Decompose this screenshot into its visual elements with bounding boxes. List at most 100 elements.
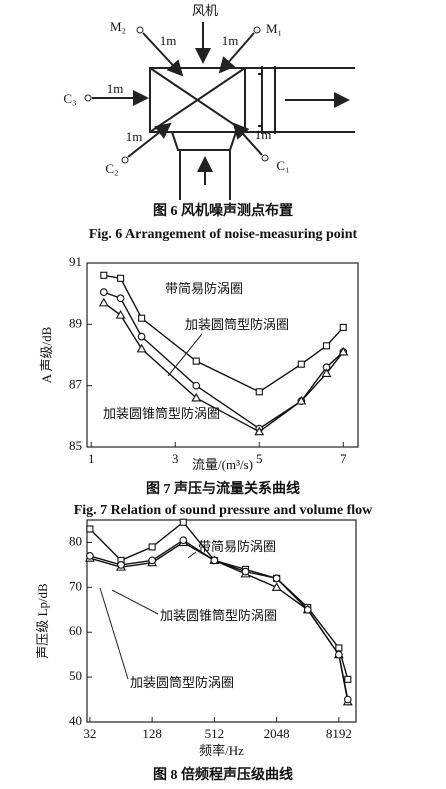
point-label: M₁ xyxy=(266,21,282,36)
measure-line xyxy=(232,122,263,156)
marker xyxy=(148,543,156,551)
y-tick-label: 91 xyxy=(69,254,82,269)
annotation-leader xyxy=(99,587,129,680)
marker xyxy=(192,381,201,390)
marker xyxy=(117,274,125,282)
marker xyxy=(179,518,187,526)
series-line xyxy=(89,539,349,700)
caption: 图 8 倍频程声压级曲线 xyxy=(153,766,293,783)
x-tick-label: 1 xyxy=(88,451,95,466)
marker xyxy=(255,388,263,396)
distance-label: 1m xyxy=(160,33,177,48)
plot-frame xyxy=(86,519,357,723)
y-axis-label: A 声级/dB xyxy=(39,326,54,383)
marker xyxy=(86,552,94,560)
marker xyxy=(192,357,200,365)
series-line xyxy=(103,274,344,393)
marker xyxy=(115,310,126,319)
plot-frame xyxy=(86,262,359,448)
point xyxy=(84,94,92,102)
x-tick-label: 128 xyxy=(142,726,162,741)
marker xyxy=(272,574,281,583)
series-label: 加装圆锥筒型防涡圈 xyxy=(103,406,220,421)
y-tick-label: 60 xyxy=(69,623,82,638)
point xyxy=(136,26,144,34)
distance-label: 1m xyxy=(107,81,124,96)
annotation-leader xyxy=(111,589,159,615)
y-tick-label: 40 xyxy=(69,713,82,728)
point-label: M₂ xyxy=(110,19,126,34)
point xyxy=(121,156,129,164)
marker xyxy=(344,675,352,683)
y-tick-label: 80 xyxy=(69,533,82,548)
distance-label: 1m xyxy=(126,129,143,144)
x-tick-label: 5 xyxy=(256,451,263,466)
y-tick-label: 50 xyxy=(69,668,82,683)
series-label: 加装圆筒型防涡圈 xyxy=(185,317,289,332)
x-axis-label: 流量/(m³/s) xyxy=(192,457,253,472)
caption-en: Fig. 6 Arrangement of noise-measuring po… xyxy=(89,227,358,242)
marker xyxy=(321,368,332,377)
marker xyxy=(100,271,108,279)
y-tick-label: 85 xyxy=(69,438,82,453)
marker xyxy=(210,556,219,565)
x-tick-label: 8192 xyxy=(326,726,352,741)
series-label: 加装圆筒型防涡圈 xyxy=(130,675,234,690)
marker xyxy=(303,605,312,614)
series-label: 带简易防涡圈 xyxy=(198,539,276,554)
point-label: C₁ xyxy=(276,158,289,173)
marker xyxy=(343,695,352,704)
series-line xyxy=(103,302,344,433)
y-tick-label: 89 xyxy=(69,315,82,330)
marker xyxy=(116,294,125,303)
series-label: 带简易防涡圈 xyxy=(165,281,243,296)
marker xyxy=(339,323,347,331)
caption: 图 7 声压与流量关系曲线 xyxy=(146,480,300,497)
distance-label: 1m xyxy=(255,127,272,142)
y-tick-label: 70 xyxy=(69,578,82,593)
series-label: 加装圆锥筒型防涡圈 xyxy=(160,608,277,623)
marker xyxy=(241,567,250,576)
caption: 图 6 风机噪声测点布置 xyxy=(153,202,293,219)
marker xyxy=(136,343,147,353)
marker xyxy=(138,314,146,322)
x-tick-label: 32 xyxy=(83,726,96,741)
marker xyxy=(117,561,125,569)
marker xyxy=(137,332,146,341)
marker xyxy=(99,288,108,296)
marker xyxy=(297,360,305,368)
fan-diagram: 风机 M₂ M₁ C₃ C₂ C₁ 1m 1m 1m 1m 1m xyxy=(63,3,355,200)
point-label: C₂ xyxy=(105,161,118,176)
series-line xyxy=(89,521,349,680)
marker xyxy=(148,556,156,565)
marker xyxy=(86,525,94,533)
marker xyxy=(98,297,109,307)
fan-cross xyxy=(149,67,246,133)
y-tick-label: 87 xyxy=(69,377,83,392)
marker xyxy=(322,342,331,350)
marker xyxy=(271,582,282,591)
x-axis-label: 频率/Hz xyxy=(199,743,244,758)
point xyxy=(253,26,261,34)
x-tick-label: 512 xyxy=(205,726,225,741)
series-line xyxy=(103,291,344,430)
marker xyxy=(191,392,202,402)
x-tick-label: 7 xyxy=(340,451,347,466)
marker xyxy=(335,650,343,659)
motor-neck xyxy=(171,131,237,151)
measure-line xyxy=(218,32,255,74)
x-tick-label: 2048 xyxy=(264,726,290,741)
annotation-leader xyxy=(187,551,197,559)
x-tick-label: 3 xyxy=(172,451,179,466)
caption-en: Fig. 7 Relation of sound pressure and vo… xyxy=(74,503,373,518)
marker xyxy=(296,395,307,405)
y-axis-label: 声压级 Lp/dB xyxy=(35,583,50,659)
point-label: C₃ xyxy=(63,91,76,106)
duct xyxy=(245,67,355,133)
marker xyxy=(254,426,265,436)
fan-box xyxy=(149,67,246,133)
flange xyxy=(258,66,276,134)
fan-label: 风机 xyxy=(192,3,218,18)
marker xyxy=(338,346,349,356)
